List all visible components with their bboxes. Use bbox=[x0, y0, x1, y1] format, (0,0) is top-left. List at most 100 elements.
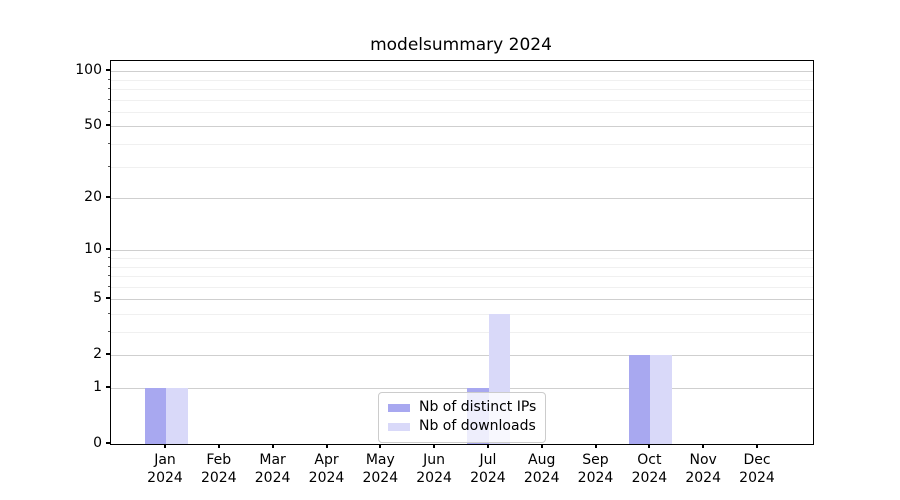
x-tick-label: Jul 2024 bbox=[456, 451, 520, 487]
major-gridline bbox=[111, 355, 813, 357]
y-tick-mark bbox=[106, 386, 110, 388]
plot-area: Nb of distinct IPs Nb of downloads bbox=[110, 60, 814, 445]
x-tick-mark bbox=[433, 444, 436, 448]
y-minor-tick-mark bbox=[108, 98, 110, 100]
x-tick-mark bbox=[325, 444, 328, 448]
minor-gridline bbox=[111, 79, 813, 81]
x-label-year: 2024 bbox=[631, 470, 668, 486]
x-label-month: May bbox=[365, 452, 395, 468]
y-tick-mark bbox=[106, 69, 110, 72]
y-minor-tick-mark bbox=[108, 165, 110, 167]
x-label-year: 2024 bbox=[147, 470, 183, 486]
legend-swatch bbox=[388, 403, 410, 412]
x-tick-mark bbox=[594, 444, 597, 448]
x-label-month: Sep bbox=[582, 452, 609, 468]
x-label-month: Nov bbox=[689, 452, 717, 468]
x-tick-label: May 2024 bbox=[348, 451, 412, 487]
y-tick-label: 5 bbox=[93, 290, 102, 307]
legend: Nb of distinct IPs Nb of downloads bbox=[378, 392, 546, 443]
x-tick-label: Aug 2024 bbox=[510, 451, 574, 487]
x-label-year: 2024 bbox=[254, 470, 291, 486]
x-tick-label: Apr 2024 bbox=[295, 451, 359, 487]
y-tick-label: 1 bbox=[93, 379, 102, 395]
x-tick-mark bbox=[540, 444, 543, 448]
x-label-year: 2024 bbox=[416, 470, 452, 486]
x-tick-mark bbox=[648, 444, 651, 448]
y-minor-tick-mark bbox=[108, 257, 110, 258]
x-tick-mark bbox=[702, 444, 705, 448]
y-tick-mark bbox=[106, 353, 110, 356]
y-tick-mark bbox=[106, 248, 110, 251]
legend-label: Nb of downloads bbox=[419, 418, 536, 434]
y-tick-label: 100 bbox=[75, 62, 102, 79]
major-gridline bbox=[111, 71, 813, 73]
bar-oct-s1 bbox=[650, 355, 672, 444]
bar-jan-s0 bbox=[144, 388, 166, 444]
x-tick-label: Dec 2024 bbox=[725, 451, 789, 487]
minor-gridline bbox=[111, 111, 813, 113]
minor-gridline bbox=[111, 276, 813, 277]
x-tick-label: Sep 2024 bbox=[564, 451, 628, 487]
minor-gridline bbox=[111, 89, 813, 90]
x-label-year: 2024 bbox=[739, 470, 775, 486]
y-tick-label: 0 bbox=[93, 435, 102, 451]
y-minor-tick-mark bbox=[108, 265, 110, 267]
legend-label: Nb of distinct IPs bbox=[419, 399, 537, 415]
y-tick-mark bbox=[106, 297, 110, 300]
legend-item: Nb of distinct IPs bbox=[388, 398, 536, 417]
x-label-month: Oct bbox=[637, 452, 662, 468]
bar-jan-s1 bbox=[166, 388, 188, 444]
x-label-month: Aug bbox=[528, 452, 556, 468]
y-minor-tick-mark bbox=[108, 331, 110, 332]
x-label-month: Jun bbox=[423, 452, 446, 468]
y-tick-label: 20 bbox=[84, 189, 102, 205]
major-gridline bbox=[111, 250, 813, 252]
y-tick-label: 2 bbox=[93, 346, 102, 363]
x-tick-label: Jan 2024 bbox=[133, 451, 197, 487]
x-label-year: 2024 bbox=[523, 470, 560, 486]
y-tick-mark bbox=[106, 196, 110, 198]
x-tick-mark bbox=[271, 444, 274, 448]
x-label-year: 2024 bbox=[577, 470, 614, 486]
y-minor-tick-mark bbox=[108, 285, 110, 287]
y-minor-tick-mark bbox=[108, 275, 110, 276]
minor-gridline bbox=[111, 314, 813, 315]
y-tick-mark bbox=[106, 124, 110, 127]
y-minor-tick-mark bbox=[108, 143, 110, 144]
x-label-month: Jan bbox=[154, 452, 176, 468]
x-tick-label: Feb 2024 bbox=[187, 451, 251, 487]
x-tick-mark bbox=[217, 444, 220, 448]
x-label-year: 2024 bbox=[308, 470, 345, 486]
minor-gridline bbox=[111, 258, 813, 259]
chart-title: modelsummary 2024 bbox=[370, 35, 552, 55]
x-tick-mark bbox=[486, 444, 489, 448]
minor-gridline bbox=[111, 99, 813, 101]
minor-gridline bbox=[111, 332, 813, 333]
x-tick-label: Mar 2024 bbox=[241, 451, 305, 487]
x-label-year: 2024 bbox=[200, 470, 237, 486]
y-minor-tick-mark bbox=[108, 313, 110, 314]
x-label-year: 2024 bbox=[685, 470, 721, 486]
x-label-month: Jul bbox=[479, 452, 497, 468]
y-minor-tick-mark bbox=[108, 78, 110, 80]
x-tick-mark bbox=[164, 444, 166, 448]
y-minor-tick-mark bbox=[108, 88, 110, 89]
x-label-month: Mar bbox=[259, 452, 286, 468]
x-label-month: Feb bbox=[206, 452, 232, 468]
legend-item: Nb of downloads bbox=[388, 417, 536, 436]
major-gridline bbox=[111, 388, 813, 389]
y-tick-label: 50 bbox=[84, 117, 102, 134]
bar-oct-s0 bbox=[628, 355, 651, 444]
y-tick-mark bbox=[106, 442, 110, 444]
major-gridline bbox=[111, 299, 813, 301]
y-minor-tick-mark bbox=[108, 110, 110, 112]
x-tick-mark bbox=[379, 444, 382, 448]
x-label-month: Apr bbox=[314, 452, 339, 468]
x-tick-label: Oct 2024 bbox=[617, 451, 681, 487]
minor-gridline bbox=[111, 286, 813, 288]
x-label-year: 2024 bbox=[470, 470, 506, 486]
x-tick-label: Nov 2024 bbox=[671, 451, 735, 487]
x-tick-label: Jun 2024 bbox=[402, 451, 466, 487]
x-label-year: 2024 bbox=[362, 470, 399, 486]
